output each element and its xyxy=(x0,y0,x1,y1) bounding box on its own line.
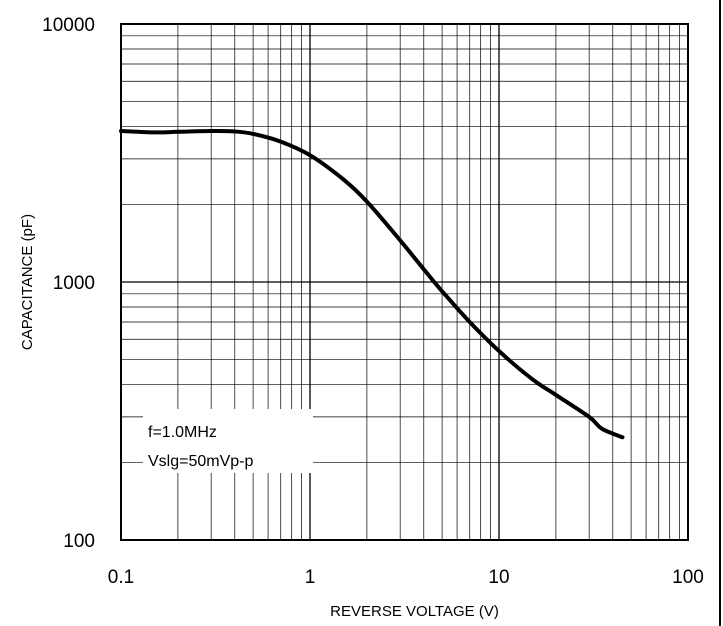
x-tick-label: 10 xyxy=(488,567,509,588)
plot-frame xyxy=(120,23,689,541)
x-tick-label: 1 xyxy=(305,567,316,588)
annotation-frequency: f=1.0MHz xyxy=(148,424,217,441)
x-tick-label: 0.1 xyxy=(108,567,134,588)
capacitance-curve xyxy=(119,128,625,440)
x-tick-labels: 0.1 1 10 100 xyxy=(108,567,704,588)
y-tick-labels: 100 1000 10000 xyxy=(42,15,95,552)
x-tick-label: 100 xyxy=(672,567,704,588)
annotation-box: f=1.0MHz Vslg=50mVp-p xyxy=(143,409,313,473)
annotation-background xyxy=(143,409,313,473)
x-axis-title: REVERSE VOLTAGE (V) xyxy=(330,603,499,620)
y-tick-label: 100 xyxy=(63,531,95,552)
y-axis-title: CAPACITANCE (pF) xyxy=(19,214,36,350)
y-tick-label: 1000 xyxy=(53,273,95,294)
y-tick-label: 10000 xyxy=(42,15,95,36)
annotation-signal-voltage: Vslg=50mVp-p xyxy=(148,453,253,470)
